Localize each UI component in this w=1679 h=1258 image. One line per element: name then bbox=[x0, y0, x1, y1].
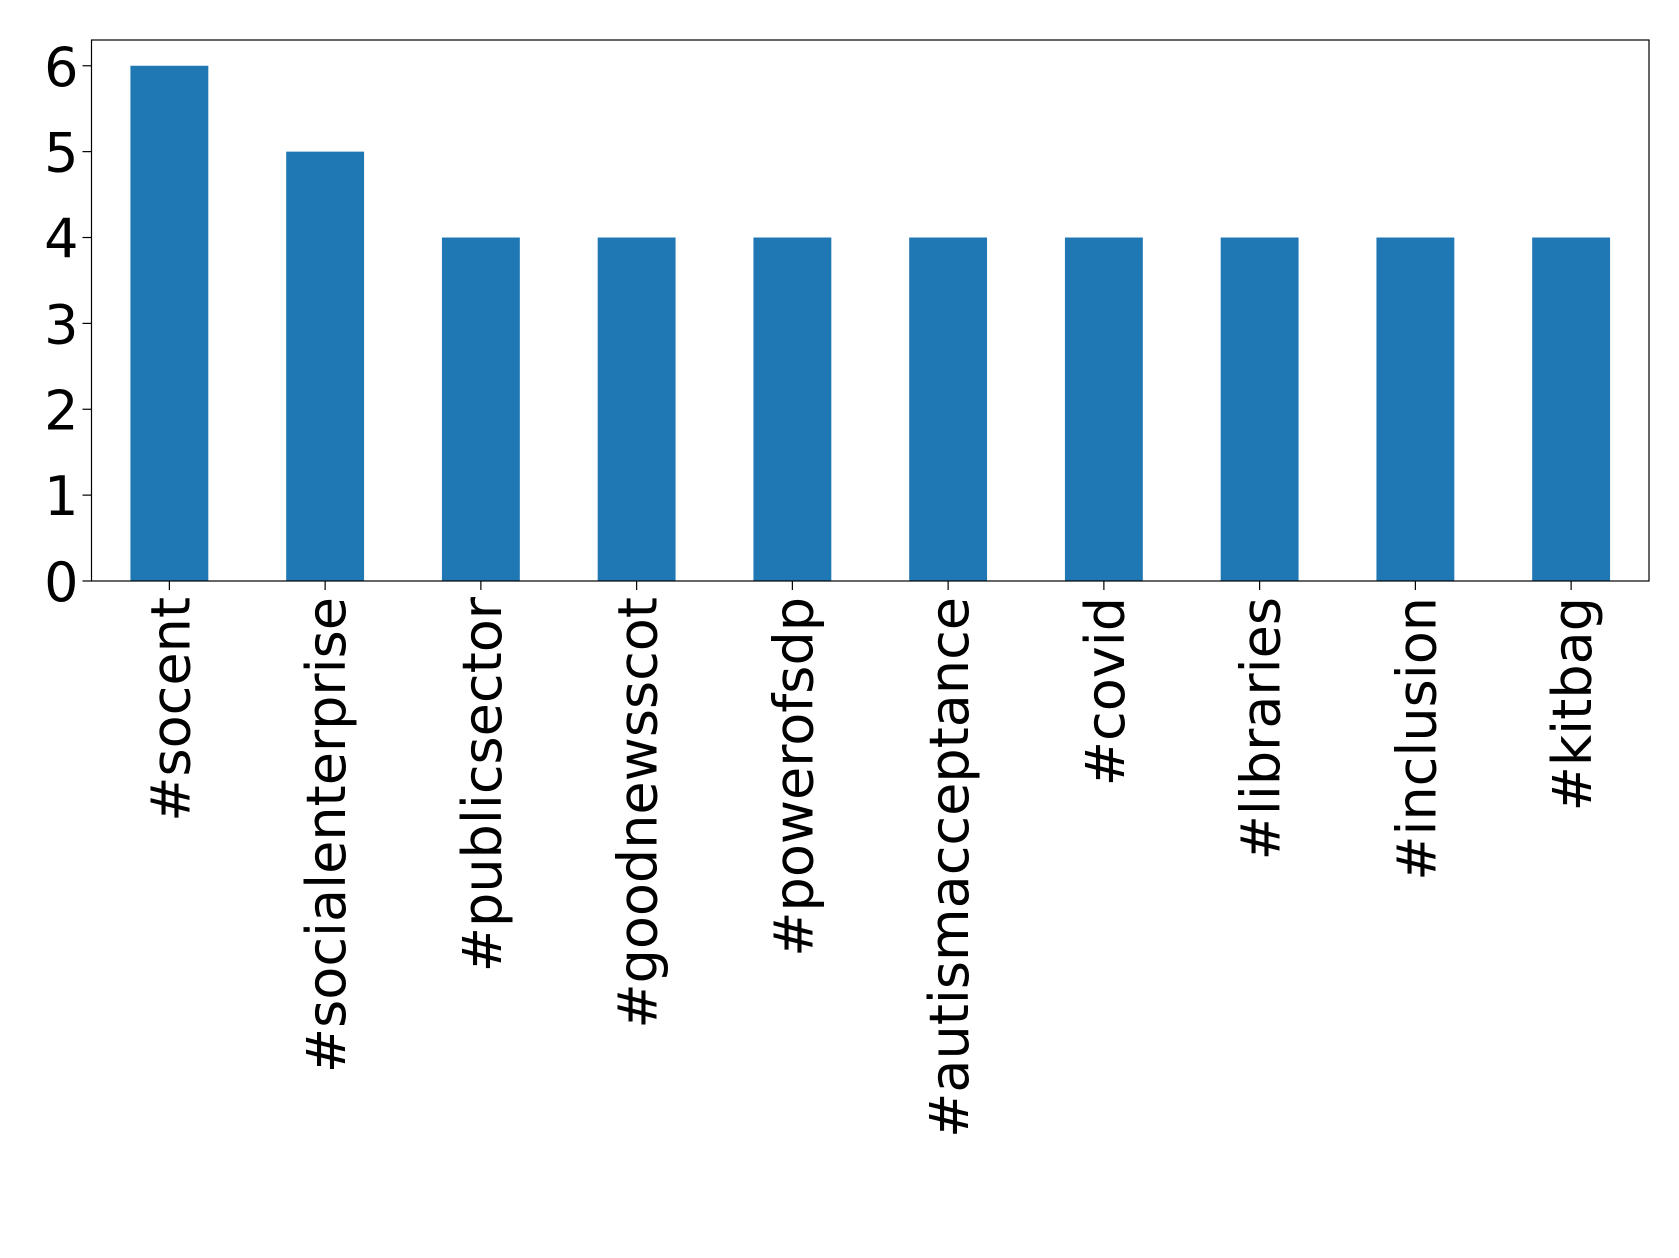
y-tick-label: 4 bbox=[44, 208, 78, 271]
bar bbox=[1064, 237, 1143, 581]
bar bbox=[753, 237, 832, 581]
x-tick-label: #kitbag bbox=[1541, 597, 1604, 811]
y-tick-label: 1 bbox=[44, 465, 78, 528]
bar bbox=[130, 65, 209, 581]
x-tick-label: #autismacceptance bbox=[918, 597, 981, 1138]
y-tick-label: 5 bbox=[44, 122, 78, 185]
y-tick-label: 6 bbox=[44, 36, 78, 99]
x-tick-label: #goodnewsscot bbox=[607, 597, 670, 1029]
plot-frame bbox=[90, 39, 1650, 582]
bar bbox=[1376, 237, 1455, 581]
x-tick-label: #socent bbox=[139, 597, 202, 822]
x-tick-label: #powerofsdp bbox=[762, 597, 825, 957]
bar bbox=[909, 237, 988, 581]
y-tick-label: 2 bbox=[44, 379, 78, 442]
y-tick-label: 0 bbox=[44, 551, 78, 614]
bar bbox=[441, 237, 520, 581]
x-tick-label: #libraries bbox=[1230, 597, 1293, 860]
bar bbox=[1220, 237, 1299, 581]
x-tick-label: #publicsector bbox=[451, 596, 514, 972]
y-tick-label: 3 bbox=[44, 293, 78, 356]
bar bbox=[1532, 237, 1611, 581]
x-tick-label: #socialenterprise bbox=[295, 597, 358, 1073]
bar bbox=[286, 151, 365, 581]
x-tick-label: #covid bbox=[1074, 597, 1137, 786]
bar bbox=[597, 237, 676, 581]
x-tick-label: #inclusion bbox=[1385, 597, 1448, 881]
